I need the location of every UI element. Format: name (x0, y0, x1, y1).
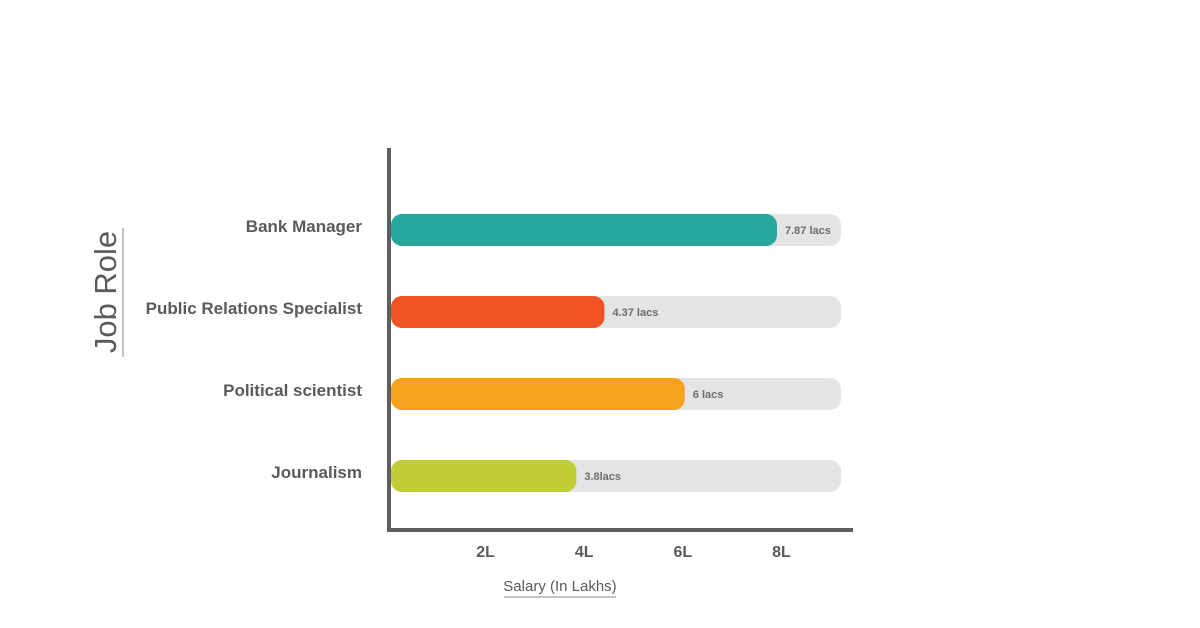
bar (391, 214, 777, 246)
bar (391, 378, 685, 410)
x-tick-label: 8L (772, 544, 791, 561)
data-label: 3.8lacs (584, 471, 621, 483)
category-label: Political scientist (223, 381, 362, 400)
bar (391, 296, 605, 328)
x-axis-title: Salary (In Lakhs) (503, 578, 616, 595)
category-label: Journalism (271, 463, 362, 482)
data-label: 6 lacs (693, 389, 724, 401)
axes (387, 148, 853, 532)
bar (391, 460, 577, 492)
x-tick-label: 6L (673, 544, 692, 561)
category-label: Public Relations Specialist (146, 299, 363, 318)
x-tick-labels: 2L 4L 6L 8L (476, 544, 791, 561)
y-axis-title: Job Role (88, 231, 123, 353)
bar-tracks (391, 214, 841, 492)
data-label: 7.87 lacs (785, 225, 831, 237)
bars (391, 214, 777, 492)
data-label: 4.37 lacs (612, 307, 658, 319)
x-tick-label: 4L (575, 544, 594, 561)
value-labels: 7.87 lacs 4.37 lacs 6 lacs 3.8lacs (584, 225, 831, 483)
category-label: Bank Manager (246, 217, 363, 236)
category-labels: Bank Manager Public Relations Specialist P… (146, 217, 363, 482)
x-tick-label: 2L (476, 544, 495, 561)
